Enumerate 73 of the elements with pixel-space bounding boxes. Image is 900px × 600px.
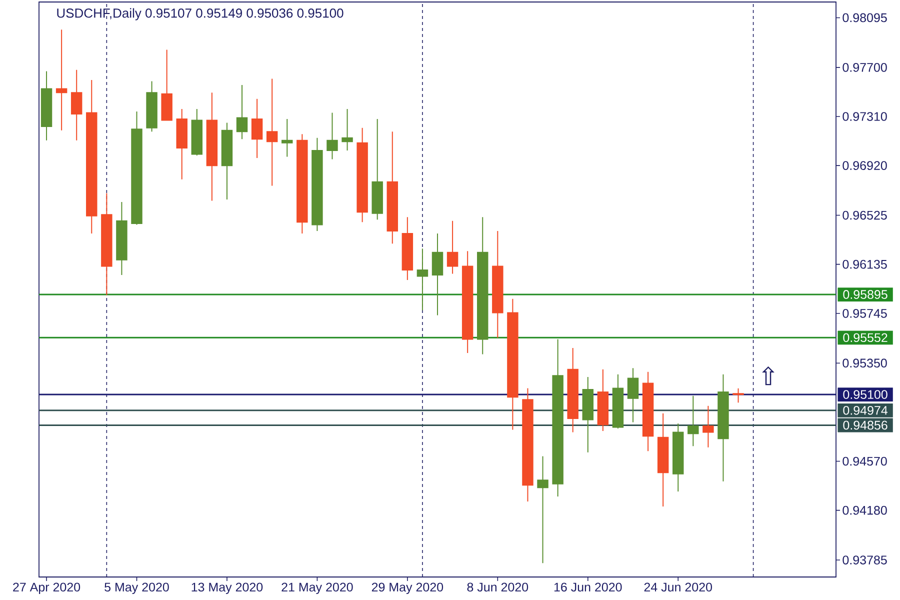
candlestick (657, 412, 669, 508)
candlestick (537, 456, 548, 564)
ref-line-label: 0.95552 (843, 333, 888, 342)
ref-line-label: 0.95895 (843, 290, 888, 299)
candlestick (191, 108, 203, 156)
candlestick (567, 348, 578, 433)
x-tick-label: 21 May 2020 (282, 582, 353, 594)
y-tick-label: 0.94570 (842, 456, 887, 466)
candlestick (266, 78, 278, 186)
candlestick (688, 395, 699, 447)
candlestick (372, 118, 383, 220)
y-tick-label: 0.95350 (842, 358, 887, 368)
y-tick-label: 0.96920 (842, 161, 887, 170)
candlestick (702, 405, 714, 448)
candlestick (282, 118, 293, 158)
candlestick (552, 338, 564, 497)
candlestick (40, 70, 52, 141)
candlestick (116, 202, 128, 276)
x-tick-label: 29 May 2020 (372, 582, 444, 594)
candlestick (627, 368, 639, 423)
y-tick-label: 0.97310 (842, 112, 887, 121)
candlestick (416, 248, 428, 311)
ref-line-label: 0.94856 (843, 420, 888, 430)
y-tick-label: 0.98095 (842, 13, 887, 22)
candlestick (176, 108, 188, 180)
y-tick-label: 0.97700 (842, 63, 887, 72)
candlestick (326, 112, 338, 160)
chart-title: USDCHF,Daily 0.95107 0.95149 0.95036 0.95100 (57, 8, 344, 20)
candlestick (386, 131, 398, 244)
ref-line-label: 0.95100 (843, 390, 888, 399)
candlestick (101, 192, 112, 296)
candlestick (642, 371, 654, 452)
y-tick-label: 0.96525 (842, 210, 887, 220)
candlestick (146, 80, 158, 132)
annotation: ⇧ (762, 366, 774, 386)
candlestick (432, 233, 444, 316)
candlestick (462, 250, 474, 354)
candlestick (312, 137, 323, 232)
candlestick (507, 298, 518, 430)
x-tick-label: 8 Jun 2020 (467, 582, 528, 592)
y-tick-label: 0.96135 (842, 260, 887, 269)
candlestick (446, 220, 458, 274)
x-tick-label: 13 May 2020 (192, 582, 263, 594)
candlestick (612, 374, 624, 430)
candlestick (206, 92, 218, 202)
candlestick (342, 108, 353, 151)
candlestick (161, 49, 172, 121)
candlestick (522, 388, 534, 502)
x-tick-label: 16 Jun 2020 (554, 582, 622, 592)
candlestick (672, 422, 684, 492)
y-tick-label: 0.94180 (842, 506, 887, 515)
candlestick (131, 110, 142, 226)
candlestick (86, 80, 98, 234)
candlestick (251, 98, 263, 159)
candlestick (732, 388, 744, 404)
candlestick (296, 134, 308, 234)
candlestick (70, 69, 82, 141)
candlestick (221, 122, 233, 200)
x-tick-label: 5 May 2020 (104, 582, 169, 594)
x-tick-label: 24 Jun 2020 (644, 582, 712, 592)
candlestick (56, 29, 68, 131)
candlestick (477, 216, 488, 355)
candlestick (356, 127, 368, 223)
candlestick (492, 230, 504, 338)
x-tick-label: 27 Apr 2020 (13, 582, 80, 594)
y-tick-label: 0.93785 (842, 556, 887, 564)
ref-line-label: 0.94974 (843, 406, 888, 415)
candlestick (582, 376, 594, 453)
candlestick (236, 84, 248, 140)
y-tick-label: 0.95745 (842, 308, 887, 318)
candlestick (597, 368, 609, 432)
candlestick (718, 374, 729, 482)
candlestick (402, 216, 414, 281)
